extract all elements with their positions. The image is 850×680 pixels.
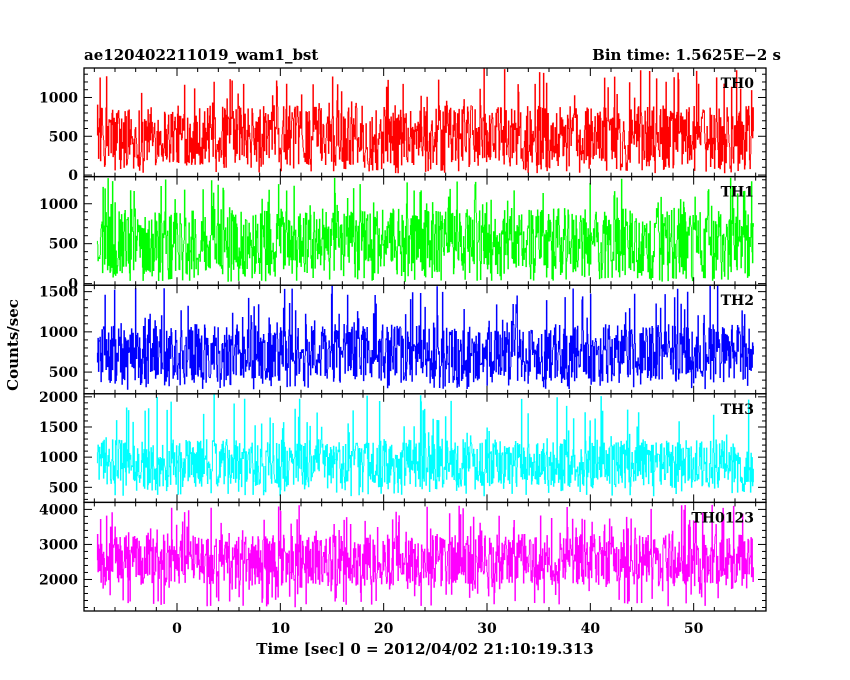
panel-th3: 500 1000 1500 2000 TH3: [39, 390, 767, 504]
x-tick-label: 20: [374, 621, 394, 637]
y-tick-label: 1000: [39, 450, 78, 466]
x-axis-label: Time [sec] 0 = 2012/04/02 21:10:19.313: [256, 640, 593, 658]
panel-th1: 0 500 1000 TH1: [39, 175, 767, 293]
panel-th0: 0 500 1000 TH0: [39, 67, 767, 184]
y-tick-label: 500: [49, 480, 78, 496]
panel-th2: 500 1000 1500 TH2: [39, 284, 767, 395]
series-th2-line: [96, 285, 754, 390]
series-th0123-line: [96, 504, 754, 608]
panel-label-th0123: TH0123: [691, 510, 754, 526]
y-tick-label: 0: [68, 168, 78, 184]
panel-label-th0: TH0: [721, 76, 755, 92]
y-tick-label: 0: [68, 277, 78, 293]
series-th0-line: [96, 68, 754, 174]
y-tick-label: 500: [49, 365, 78, 381]
bin-time-label: Bin time: 1.5625E−2 s: [592, 46, 781, 64]
y-tick-label: 1500: [39, 285, 78, 301]
chart-title: ae120402211019_wam1_bst: [84, 46, 318, 64]
y-tick-label: 4000: [39, 502, 78, 518]
panel-label-th3: TH3: [721, 402, 754, 418]
panel-label-th1: TH1: [721, 185, 754, 201]
y-tick-label: 2000: [39, 390, 78, 406]
x-tick-label: 10: [271, 621, 291, 637]
y-tick-label: 1000: [39, 325, 78, 341]
x-tick-label: 50: [684, 621, 704, 637]
y-tick-label: 1000: [39, 197, 78, 213]
panel-label-th2: TH2: [721, 293, 754, 309]
x-tick-label: 30: [477, 621, 497, 637]
series-th3-line: [96, 394, 754, 497]
panels-group: 05001000TH005001000TH150010001500TH25001…: [39, 67, 767, 637]
y-tick-label: 2000: [39, 572, 78, 588]
y-tick-label: 500: [49, 129, 78, 145]
y-tick-label: 500: [49, 237, 78, 253]
y-tick-label: 1000: [39, 90, 78, 106]
x-tick-label: 40: [581, 621, 601, 637]
series-th1-line: [96, 177, 754, 282]
y-axis-label: Counts/sec: [4, 299, 22, 391]
x-tick-label: 0: [172, 621, 182, 637]
y-tick-label: 3000: [39, 537, 78, 553]
y-tick-label: 1500: [39, 420, 78, 436]
panel-th0123: 2000 3000 4000 TH0123: [39, 501, 767, 612]
